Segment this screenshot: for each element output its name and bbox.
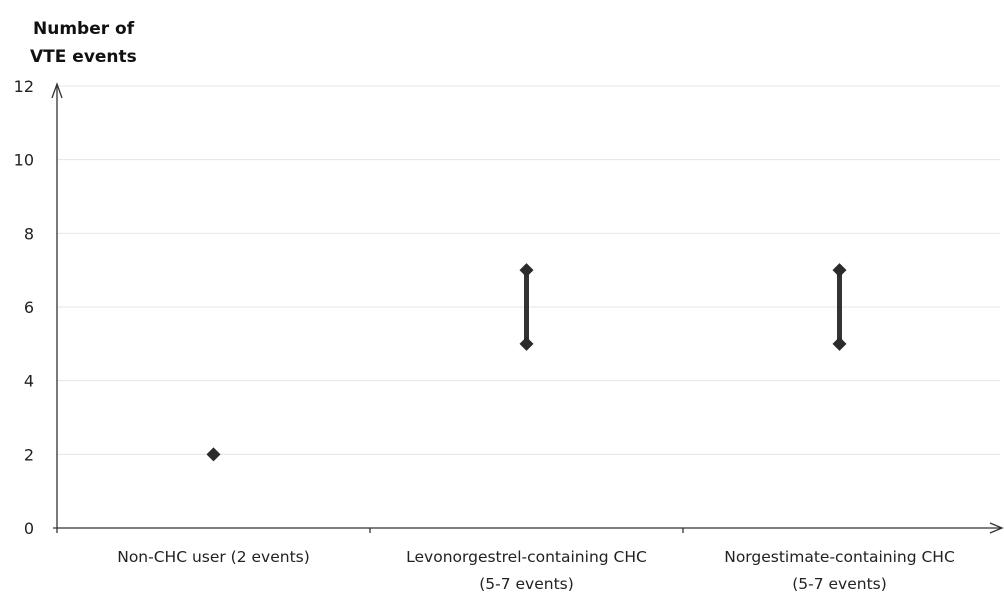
y-tick-labels: 0 2 4 6 8 10 12 — [14, 77, 34, 538]
y-tick-label: 12 — [14, 77, 34, 96]
category-labels: Non-CHC user (2 events) Levonorgestrel-co… — [117, 548, 955, 593]
y-tick-label: 4 — [24, 372, 34, 391]
y-axis-title-line-1: Number of — [33, 19, 135, 39]
y-axis-title-line-2: VTE events — [30, 47, 137, 67]
data-point-marker — [832, 336, 847, 351]
y-tick-label: 8 — [24, 224, 34, 243]
x-category-label: (5-7 events) — [792, 575, 887, 593]
y-tick-label: 6 — [24, 298, 34, 317]
x-category-label: (5-7 events) — [479, 575, 574, 593]
y-tick-label: 0 — [24, 519, 34, 538]
y-tick-label: 2 — [24, 445, 34, 464]
data-marks — [206, 263, 847, 462]
y-axis-arrow — [51, 82, 63, 99]
x-axis-arrow — [989, 522, 1004, 534]
data-point-marker — [206, 447, 221, 462]
y-tick-label: 10 — [14, 151, 34, 170]
axes — [51, 82, 1004, 534]
x-category-label: Non-CHC user (2 events) — [117, 548, 310, 566]
x-category-label: Norgestimate-containing CHC — [724, 548, 955, 566]
data-point-marker — [519, 336, 534, 351]
data-point-marker — [519, 263, 534, 278]
x-category-label: Levonorgestrel-containing CHC — [406, 548, 647, 566]
data-point-marker — [832, 263, 847, 278]
